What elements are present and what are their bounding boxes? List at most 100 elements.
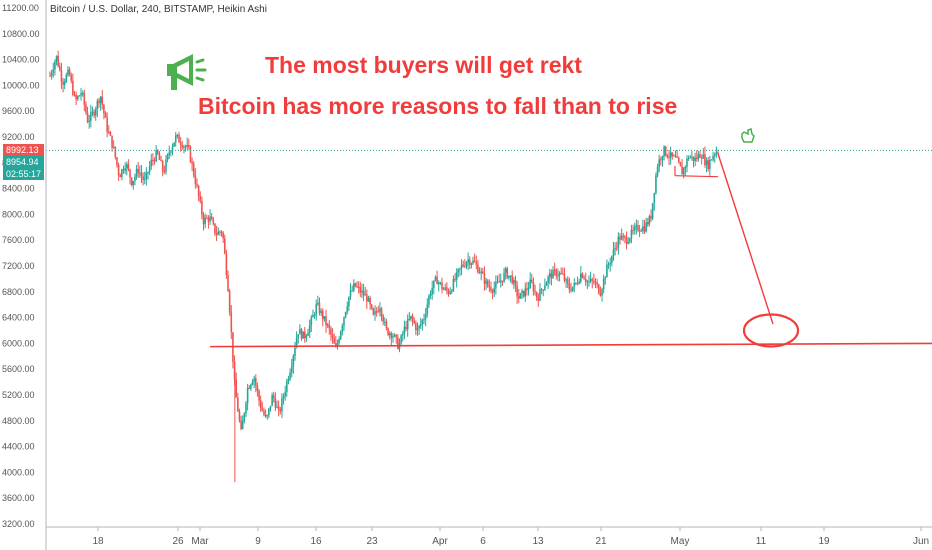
candle-body [717, 152, 719, 154]
candle-body [588, 281, 590, 283]
candle-body [375, 311, 378, 313]
candle-body [611, 256, 613, 263]
candle-body [147, 172, 149, 174]
candle-body [454, 278, 456, 280]
candle-body [485, 280, 487, 284]
candle-body [624, 236, 626, 238]
candle-body [137, 168, 139, 173]
candle-body [406, 319, 409, 330]
candle-body [517, 296, 520, 299]
candle-body [380, 308, 383, 317]
candlestick-series [49, 50, 719, 483]
candle-body [379, 308, 381, 312]
candle-body [405, 326, 407, 330]
candle-body [284, 391, 286, 397]
candle-body [563, 273, 566, 281]
candle-body [346, 306, 349, 313]
candle-body [276, 406, 278, 408]
candle-body [277, 406, 280, 410]
candle-body [547, 276, 549, 283]
candle-body [620, 235, 623, 240]
candle-body [99, 96, 102, 104]
candle-body [362, 290, 365, 296]
candle-body [330, 328, 332, 335]
candle-body [343, 317, 345, 326]
candle-body [434, 276, 437, 281]
candle-body [145, 172, 148, 179]
time-axis[interactable]: 18 26 Mar 9 16 23 Apr 6 13 21 May 11 19 Jun [46, 526, 932, 547]
candle-body [80, 93, 82, 96]
candle-body [671, 152, 674, 156]
candle-body [188, 144, 190, 147]
candle-body [106, 117, 108, 132]
candle-body [70, 75, 73, 81]
candle-body [336, 342, 339, 347]
candle-body [638, 230, 641, 232]
candle-body [483, 273, 486, 284]
candle-body [560, 272, 563, 274]
candle-body [178, 134, 180, 143]
candle-body [596, 282, 598, 285]
candle-body [150, 159, 153, 166]
candle-body [645, 222, 647, 232]
candle-body [235, 379, 237, 398]
candle-body [384, 321, 386, 323]
candle-body [495, 281, 497, 288]
candle-body [699, 154, 701, 158]
candle-body [326, 324, 329, 326]
candle-body [196, 183, 198, 186]
price-tick-label: 10800.00 [2, 29, 40, 39]
candle-body [374, 311, 376, 315]
candle-body [441, 282, 443, 290]
candle-body [669, 152, 672, 158]
candle-body [289, 372, 291, 380]
candle-body [250, 384, 252, 389]
candle-body [202, 214, 205, 225]
candle-body [134, 176, 136, 182]
candle-body [266, 415, 269, 417]
candle-body [676, 156, 678, 158]
price-tick-label: 6000.00 [2, 338, 35, 348]
candle-body [256, 385, 259, 391]
candle-body [117, 164, 120, 175]
candle-body [240, 420, 242, 430]
candle-body [214, 223, 216, 234]
candle-body [156, 150, 159, 154]
price-tick-label: 10400.00 [2, 55, 40, 65]
candle-body [217, 231, 220, 235]
candle-body [269, 405, 272, 409]
candle-body [161, 161, 164, 172]
candle-body [300, 329, 303, 339]
candle-body [614, 247, 616, 250]
candle-body [627, 241, 629, 244]
candle-body [575, 282, 577, 284]
candle-body [531, 279, 533, 282]
candle-body [109, 132, 112, 136]
candle-body [111, 135, 113, 148]
candle-body [197, 185, 200, 196]
candle-body [248, 387, 251, 389]
candle-body [377, 311, 380, 313]
candle-body [548, 273, 551, 277]
price-axis[interactable]: 11200.00 10800.00 10400.00 10000.00 9600.00 9… [2, 0, 47, 550]
candle-body [606, 264, 608, 278]
candle-body [674, 155, 677, 157]
support-line [209, 342, 932, 348]
candle-body [452, 278, 455, 291]
candle-body [400, 335, 402, 344]
candle-body [488, 286, 491, 288]
candle-body [152, 159, 154, 161]
candle-body [637, 225, 639, 231]
candle-body [271, 395, 273, 406]
candle-body [219, 231, 221, 233]
candle-body [194, 175, 197, 184]
candle-body [403, 326, 406, 335]
candle-body [237, 397, 239, 412]
time-tick-label: 16 [310, 536, 322, 547]
candle-body [581, 273, 584, 278]
candle-body [49, 75, 51, 77]
candle-body [498, 281, 500, 283]
candle-body [348, 296, 350, 307]
candle-body [349, 290, 352, 297]
